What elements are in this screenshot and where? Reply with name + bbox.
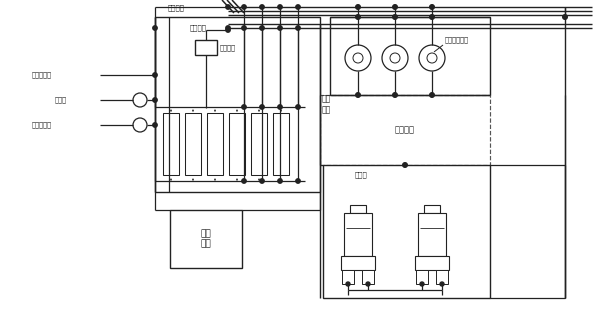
Circle shape bbox=[392, 5, 397, 9]
Circle shape bbox=[430, 5, 434, 9]
Text: 冷却塔: 冷却塔 bbox=[355, 172, 368, 178]
Circle shape bbox=[296, 26, 300, 30]
Bar bbox=[273, 113, 289, 175]
Bar bbox=[195, 40, 217, 55]
Bar bbox=[330, 17, 490, 95]
Text: 纯水泵: 纯水泵 bbox=[55, 97, 67, 103]
Bar bbox=[344, 213, 372, 256]
Bar bbox=[323, 165, 490, 298]
Bar bbox=[320, 95, 490, 165]
Text: 回水母管: 回水母管 bbox=[190, 25, 207, 31]
Circle shape bbox=[260, 5, 264, 9]
Bar bbox=[415, 256, 449, 270]
Text: 供水母管: 供水母管 bbox=[168, 5, 185, 11]
Circle shape bbox=[260, 26, 264, 30]
Bar bbox=[163, 113, 179, 175]
Circle shape bbox=[153, 73, 157, 77]
Circle shape bbox=[153, 123, 157, 127]
Circle shape bbox=[356, 15, 360, 19]
Bar bbox=[229, 113, 245, 175]
Circle shape bbox=[242, 26, 246, 30]
Circle shape bbox=[296, 105, 300, 109]
Circle shape bbox=[260, 105, 264, 109]
Bar bbox=[155, 17, 320, 192]
Circle shape bbox=[392, 93, 397, 97]
Circle shape bbox=[392, 15, 397, 19]
Circle shape bbox=[430, 93, 434, 97]
Circle shape bbox=[296, 179, 300, 183]
Circle shape bbox=[403, 163, 407, 167]
Circle shape bbox=[153, 98, 157, 102]
Circle shape bbox=[356, 5, 360, 9]
Circle shape bbox=[242, 105, 246, 109]
Bar bbox=[342, 270, 354, 284]
Text: 气水分离器: 气水分离器 bbox=[32, 122, 52, 128]
Bar bbox=[416, 270, 428, 284]
Circle shape bbox=[346, 282, 350, 286]
Bar bbox=[436, 270, 448, 284]
Circle shape bbox=[356, 93, 360, 97]
Bar bbox=[341, 256, 375, 270]
Circle shape bbox=[226, 5, 230, 9]
Circle shape bbox=[260, 179, 264, 183]
Bar bbox=[350, 205, 366, 213]
Bar bbox=[170, 210, 242, 268]
Circle shape bbox=[563, 15, 568, 19]
Bar bbox=[185, 113, 201, 175]
Bar bbox=[207, 113, 223, 175]
Circle shape bbox=[278, 26, 282, 30]
Circle shape bbox=[420, 282, 424, 286]
Bar bbox=[251, 113, 267, 175]
Circle shape bbox=[153, 26, 157, 30]
Circle shape bbox=[366, 282, 370, 286]
Circle shape bbox=[440, 282, 444, 286]
Circle shape bbox=[242, 5, 246, 9]
Text: 热交
换器: 热交 换器 bbox=[322, 95, 331, 114]
Bar bbox=[418, 213, 446, 256]
Circle shape bbox=[226, 28, 230, 32]
Text: 循环冷却水泵: 循环冷却水泵 bbox=[445, 37, 469, 43]
Text: 整流
装置: 整流 装置 bbox=[200, 229, 211, 249]
Circle shape bbox=[226, 26, 230, 30]
Circle shape bbox=[242, 179, 246, 183]
Circle shape bbox=[278, 105, 282, 109]
Circle shape bbox=[296, 5, 300, 9]
Bar bbox=[362, 270, 374, 284]
Text: 冷却水池: 冷却水池 bbox=[395, 126, 415, 135]
Circle shape bbox=[278, 5, 282, 9]
Text: 离子交换器: 离子交换器 bbox=[32, 72, 52, 78]
Text: 高位水箱: 高位水箱 bbox=[220, 44, 236, 51]
Circle shape bbox=[430, 15, 434, 19]
Bar bbox=[424, 205, 440, 213]
Circle shape bbox=[278, 179, 282, 183]
